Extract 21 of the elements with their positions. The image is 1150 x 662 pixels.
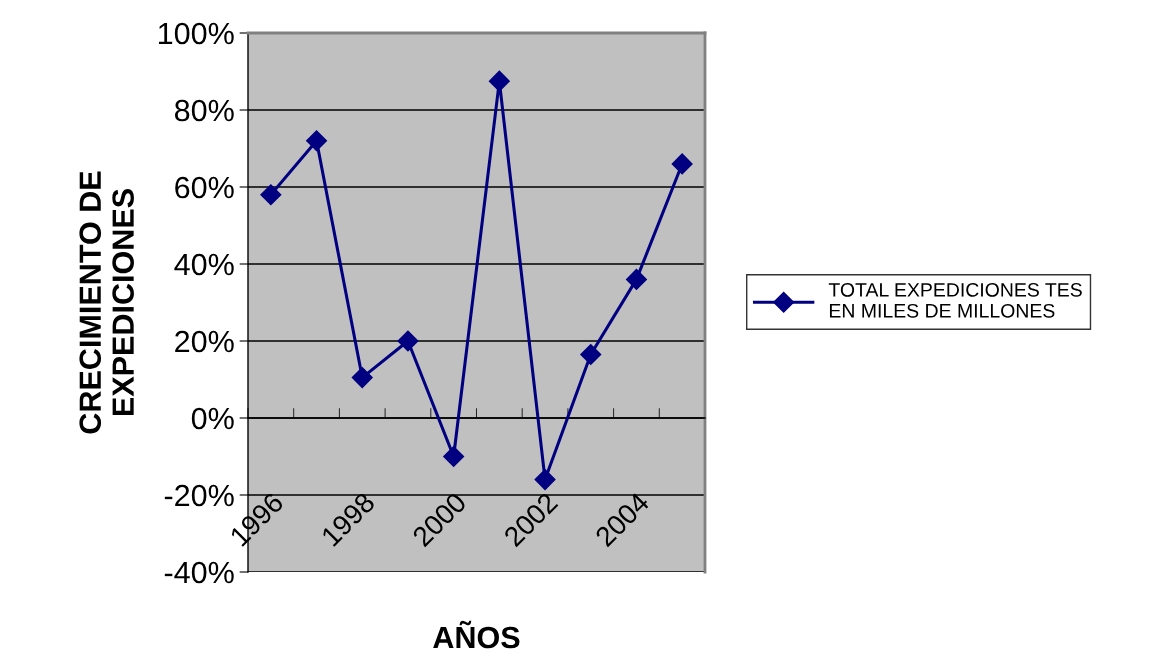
point [260, 184, 282, 206]
point [625, 268, 647, 290]
x-axis-title: AÑOS [433, 620, 520, 649]
y-tick-label: -20% [164, 484, 234, 507]
point [488, 70, 510, 92]
legend-label: TOTAL EXPEDICIONES TES EN MILES DE MILLONES [828, 282, 1082, 318]
y-tick-label: 100% [158, 22, 234, 45]
y-tick-label: 60% [175, 176, 234, 199]
y-tick-label: 20% [175, 330, 234, 353]
y-tick-label: -40% [164, 561, 234, 584]
point [351, 367, 373, 389]
point [397, 330, 419, 352]
point [306, 130, 328, 152]
point [580, 343, 602, 365]
y-tick-label: 0% [191, 407, 234, 430]
point [443, 445, 465, 468]
y-tick-label: 40% [174, 253, 234, 276]
y-tick-label: 80% [174, 99, 234, 122]
y-axis-title: CRECIMIENTO DE EXPEDICIONES [79, 171, 134, 434]
point [534, 469, 556, 491]
point [671, 153, 693, 175]
